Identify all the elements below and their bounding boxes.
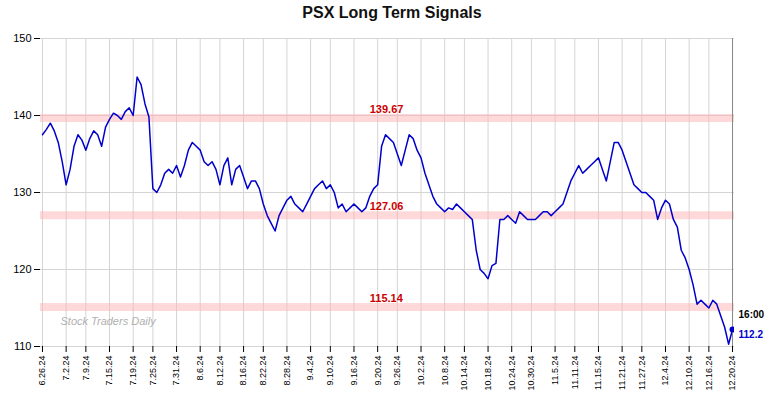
svg-text:7.2.24: 7.2.24	[61, 356, 71, 381]
svg-text:150: 150	[13, 32, 31, 44]
svg-text:7.31.24: 7.31.24	[171, 356, 181, 386]
svg-text:9.4.24: 9.4.24	[305, 356, 315, 381]
svg-text:11.5.24: 11.5.24	[550, 356, 560, 385]
svg-text:130: 130	[13, 186, 31, 198]
svg-text:140: 140	[13, 109, 31, 121]
svg-text:7.19.24: 7.19.24	[128, 356, 138, 386]
svg-text:Stock Traders Daily: Stock Traders Daily	[61, 315, 158, 327]
svg-text:115.14: 115.14	[370, 292, 404, 304]
svg-text:10.2.24: 10.2.24	[416, 356, 426, 386]
svg-text:9.26.24: 9.26.24	[392, 356, 402, 386]
svg-text:8.22.24: 8.22.24	[258, 356, 268, 386]
svg-text:8.16.24: 8.16.24	[238, 356, 248, 386]
svg-text:9.16.24: 9.16.24	[349, 356, 359, 386]
svg-text:16:00: 16:00	[739, 309, 765, 320]
svg-text:139.67: 139.67	[370, 103, 404, 115]
svg-text:11.11.24: 11.11.24	[570, 356, 580, 390]
svg-text:11.27.24: 11.27.24	[637, 356, 647, 390]
svg-text:120: 120	[13, 263, 31, 275]
svg-text:12.4.24: 12.4.24	[660, 356, 670, 386]
svg-text:12.20.24: 12.20.24	[727, 356, 737, 391]
svg-text:10.8.24: 10.8.24	[440, 356, 450, 386]
svg-text:11.21.24: 11.21.24	[617, 356, 627, 390]
svg-text:10.18.24: 10.18.24	[483, 356, 493, 391]
svg-text:112.2: 112.2	[739, 329, 764, 340]
svg-text:9.10.24: 9.10.24	[325, 356, 335, 386]
svg-text:7.9.24: 7.9.24	[81, 356, 91, 381]
svg-text:12.10.24: 12.10.24	[684, 356, 694, 391]
svg-text:8.6.24: 8.6.24	[195, 356, 205, 381]
svg-text:127.06: 127.06	[370, 200, 404, 212]
svg-text:10.14.24: 10.14.24	[459, 356, 469, 391]
svg-text:11.15.24: 11.15.24	[593, 356, 603, 390]
svg-text:6.26.24: 6.26.24	[37, 356, 47, 386]
svg-text:9.20.24: 9.20.24	[373, 356, 383, 386]
svg-text:7.25.24: 7.25.24	[148, 356, 158, 386]
svg-text:10.30.24: 10.30.24	[526, 356, 536, 391]
svg-text:10.24.24: 10.24.24	[507, 356, 517, 391]
svg-text:12.16.24: 12.16.24	[704, 356, 714, 391]
svg-text:8.28.24: 8.28.24	[282, 356, 292, 386]
svg-text:110: 110	[14, 340, 32, 352]
html-text:PSX Long Term Signals: PSX Long Term Signals	[302, 4, 482, 21]
svg-text:8.12.24: 8.12.24	[215, 356, 225, 386]
svg-text:7.15.24: 7.15.24	[104, 356, 114, 386]
